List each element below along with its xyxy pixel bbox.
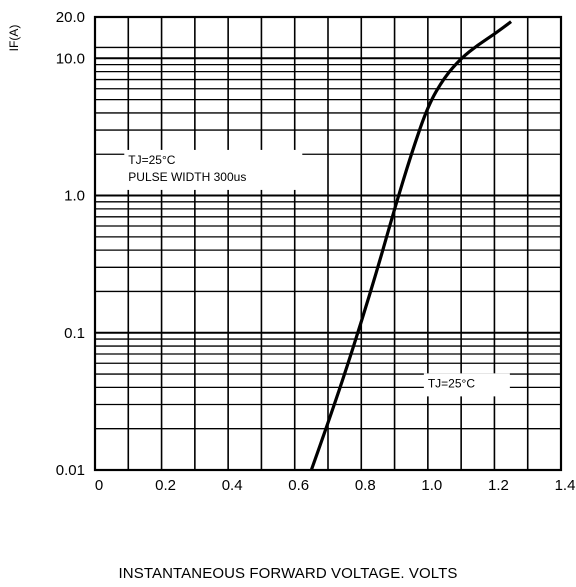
plot-frame — [93, 15, 563, 472]
annotation-text: TJ=25°C — [128, 153, 175, 167]
annotation-box — [124, 149, 303, 190]
x-tick-label: 0.2 — [155, 477, 176, 494]
plot-border — [93, 15, 563, 472]
annotation-text: TJ=25°C — [428, 376, 475, 390]
x-tick-label: 0.8 — [355, 477, 376, 494]
y-tick-label: 0.01 — [56, 462, 85, 479]
plot-grid — [94, 16, 562, 471]
annotation-text: PULSE WIDTH 300us — [128, 170, 246, 184]
series-layer — [309, 20, 513, 471]
x-tick-label: 0.6 — [288, 477, 309, 494]
y-tick-label: 10.0 — [56, 50, 85, 67]
x-tick-label: 1.2 — [488, 477, 509, 494]
x-axis-label: INSTANTANEOUS FORWARD VOLTAGE. VOLTS — [118, 565, 458, 582]
annotation-layer: TJ=25°C PULSE WIDTH 300us TJ=25°C — [124, 149, 510, 397]
y-tick-label: 1.0 — [64, 188, 85, 205]
x-tick-label: 0.4 — [222, 477, 243, 494]
y-axis-label: IF(A) — [7, 25, 21, 52]
annotation-box — [423, 373, 510, 397]
y-tick-label: 0.1 — [64, 325, 85, 342]
y-tick-labels: 0.01 0.1 1.0 10.0 20.0 — [56, 9, 85, 479]
x-tick-label: 0 — [95, 477, 103, 494]
series-line — [309, 20, 513, 471]
y-tick-label: 20.0 — [56, 9, 85, 26]
x-tick-label: 1.4 — [555, 477, 576, 494]
x-tick-label: 1.0 — [421, 477, 442, 494]
x-tick-labels: 0 0.2 0.4 0.6 0.8 1.0 1.2 1.4 — [95, 477, 576, 494]
